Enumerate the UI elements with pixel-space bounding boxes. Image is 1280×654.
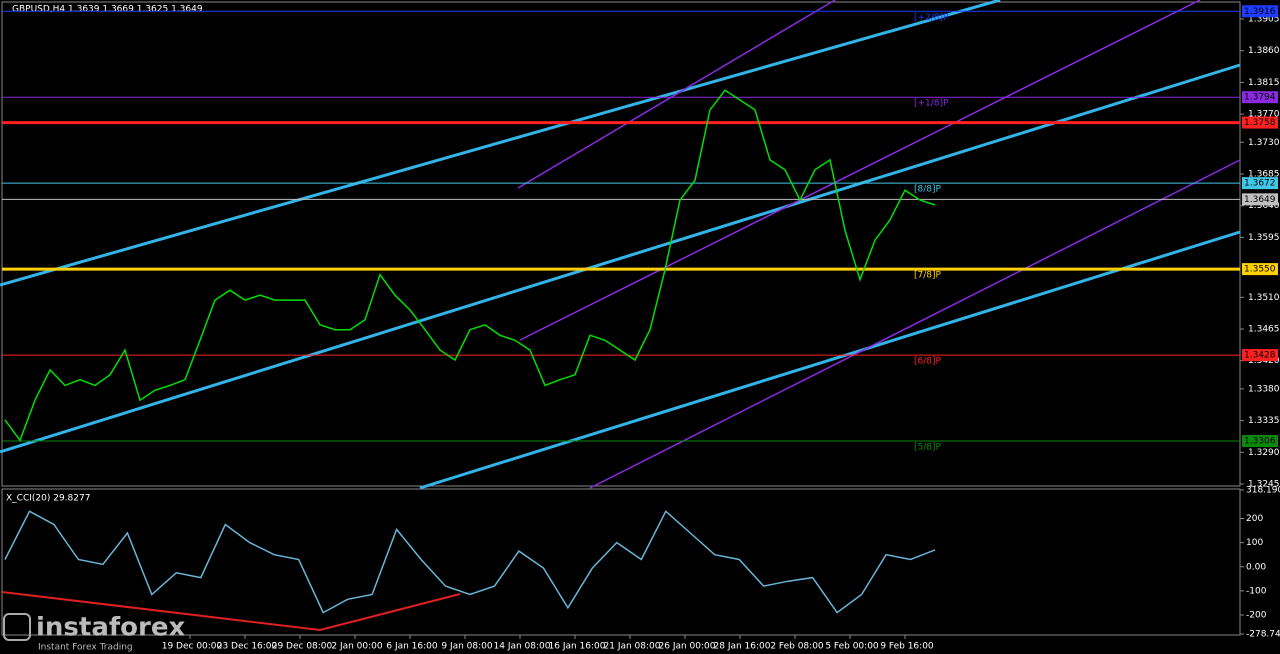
indicator-frame [1,488,1241,636]
y-tick-label: 1.3245 [1248,480,1280,490]
x-tick-label: 2 Jan 00:00 [331,642,383,652]
logo-tagline: Instant Forex Trading [38,643,133,653]
indicator-tick-label: -200 [1246,611,1267,621]
channel-line [0,63,1241,454]
price-line [4,89,936,442]
y-tick-label: 1.3730 [1248,138,1280,148]
indicator-tick-label: -278.742 [1246,630,1280,640]
x-tick-label: 16 Jan 16:00 [549,642,606,652]
level-label: 1.3758 [1244,118,1276,128]
y-tick-label: 1.3860 [1248,46,1280,56]
y-tick-label: 1.3595 [1248,233,1280,243]
x-tick-label: 29 Dec 08:00 [272,642,333,652]
x-tick-label: 19 Dec 00:00 [162,642,223,652]
murrey-label: [6/8]P [914,357,942,367]
level-box [1242,177,1278,190]
level-label: 1.3428 [1244,351,1276,361]
x-tick-label: 2 Feb 08:00 [770,642,824,652]
channel-lines [0,0,1241,490]
y-tick-label: 1.3465 [1248,325,1280,335]
murrey-label: [8/8]P [914,185,942,195]
y-tick-label: 1.3770 [1248,110,1280,120]
cci-trend-line [1,591,461,632]
x-tick-label: 26 Jan 00:00 [659,642,716,652]
fib-line [589,159,1241,489]
y-tick-label: 1.3380 [1248,384,1280,394]
indicator-title: X_CCI(20) 29.8277 [6,494,90,504]
level-box [1242,5,1278,18]
y-tick-label: 1.3640 [1248,201,1280,211]
y-tick-label: 1.3815 [1248,78,1280,88]
murrey-label: [+2/8]P [914,13,949,23]
fib-lines [517,0,1241,489]
x-tick-label: 28 Jan 16:00 [714,642,771,652]
level-box [1242,193,1278,206]
level-label: 1.3672 [1244,179,1276,189]
x-tick-label: 5 Feb 00:00 [825,642,879,652]
y-tick-label: 1.3510 [1248,293,1280,303]
fib-line [517,0,836,189]
y-tick-label: 1.3905 [1248,15,1280,25]
cci-line [4,510,936,614]
x-tick-label: 21 Jan 08:00 [604,642,661,652]
y-tick-label: 1.3335 [1248,416,1280,426]
y-tick-label: 1.3290 [1248,448,1280,458]
channel-line [0,0,1001,287]
x-tick-label: 9 Jan 08:00 [441,642,493,652]
logo-icon [3,613,31,641]
level-label: 1.3306 [1244,437,1276,447]
indicator-tick-label: 0.00 [1246,562,1266,572]
x-tick-label: 14 Jan 08:00 [494,642,551,652]
x-tick-label: 23 Dec 16:00 [217,642,278,652]
indicator-tick-label: 318.1904 [1246,486,1280,496]
murrey-label: [5/8]P [914,443,942,453]
level-box [1242,435,1278,448]
indicator-tick-label: -100 [1246,586,1267,596]
level-box [1242,116,1278,129]
murrey-label: [+1/8]P [914,99,949,109]
level-label: 1.3794 [1244,93,1276,103]
y-tick-label: 1.3420 [1248,356,1280,366]
level-box [1242,349,1278,362]
level-box [1242,91,1278,104]
logo: instaforex [36,613,186,643]
level-box [1242,263,1278,276]
y-tick-label: 1.3685 [1248,170,1280,180]
indicator-tick-label: 200 [1246,514,1263,524]
level-label: 1.3916 [1244,7,1276,17]
indicator-tick-label: 100 [1246,538,1263,548]
x-tick-label: 6 Jan 16:00 [386,642,438,652]
murrey-label: [7/8]P [914,271,942,281]
fib-line [519,0,1201,341]
x-tick-label: 9 Feb 16:00 [880,642,934,652]
chart-title: GBPUSD,H4 1.3639 1.3669 1.3625 1.3649 [12,5,203,15]
level-label: 1.3649 [1244,195,1276,205]
channel-line [419,230,1241,490]
level-label: 1.3550 [1244,265,1276,275]
main-frame [1,1,1241,487]
